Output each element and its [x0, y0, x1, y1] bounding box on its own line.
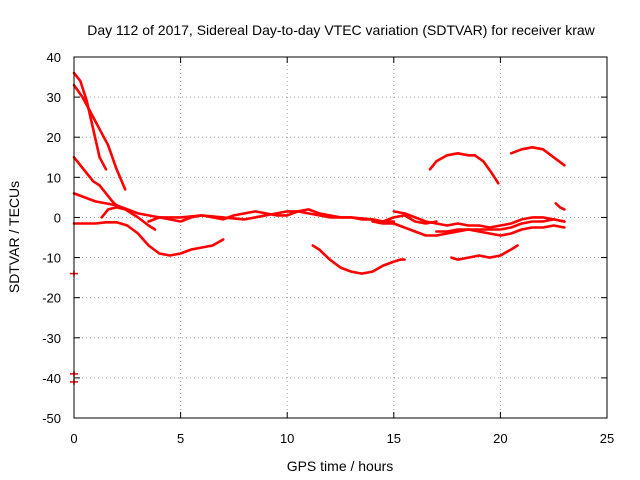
series-track-13: [509, 146, 566, 167]
chart-title: Day 112 of 2017, Sidereal Day-to-day VTE…: [87, 22, 595, 38]
x-tick-label: 15: [387, 431, 401, 446]
series-track-8: [392, 210, 566, 229]
series-track-2: [72, 83, 127, 191]
series-track-7: [147, 208, 438, 225]
series-track-14: [450, 244, 519, 261]
x-axis-ticks: 0 5 10 15 20 25: [70, 57, 614, 446]
series-track-11: [311, 244, 406, 275]
plot-frame: [73, 56, 608, 419]
y-tick-label: 40: [47, 50, 61, 65]
x-tick-label: 25: [600, 431, 614, 446]
data-series: [70, 71, 566, 385]
x-tick-label: 10: [280, 431, 294, 446]
x-tick-label: 0: [70, 431, 77, 446]
y-tick-label: -10: [42, 251, 61, 266]
series-track-12: [428, 152, 500, 185]
x-tick-label: 5: [177, 431, 184, 446]
series-track-6: [100, 206, 157, 231]
series-track-3: [72, 156, 118, 207]
series-track-15: [554, 202, 566, 211]
series-track-10: [435, 224, 566, 237]
x-axis-label: GPS time / hours: [287, 458, 394, 474]
y-tick-label: 0: [54, 210, 61, 225]
y-tick-label: -30: [42, 331, 61, 346]
y-tick-label: 20: [47, 130, 61, 145]
y-tick-label: 30: [47, 90, 61, 105]
y-tick-label: -40: [42, 371, 61, 386]
y-tick-label: -20: [42, 291, 61, 306]
series-track-1: [72, 71, 108, 171]
y-tick-label: -50: [42, 411, 61, 426]
grid-lines: [74, 57, 607, 418]
y-tick-label: 10: [47, 170, 61, 185]
y-axis-ticks: -50 -40 -30 -20 -10 0 10 20 30 40: [42, 50, 607, 426]
series-track-5: [72, 221, 225, 257]
x-tick-label: 20: [493, 431, 507, 446]
y-axis-label: SDTVAR / TECUs: [6, 181, 22, 293]
